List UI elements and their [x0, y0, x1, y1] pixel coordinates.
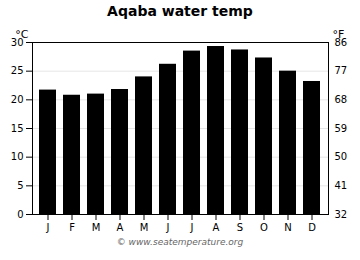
svg-text:D: D	[308, 222, 316, 233]
svg-text:50: 50	[335, 151, 348, 162]
svg-text:0: 0	[17, 209, 23, 220]
svg-text:86: 86	[334, 36, 348, 48]
svg-text:F: F	[69, 222, 75, 233]
svg-text:M: M	[140, 222, 149, 233]
svg-text:°F: °F	[333, 28, 345, 41]
svg-text:30: 30	[10, 36, 24, 48]
svg-text:A: A	[213, 222, 220, 233]
svg-text:O: O	[260, 222, 268, 233]
svg-text:5: 5	[17, 180, 23, 191]
svg-text:25: 25	[11, 65, 24, 76]
svg-text:A: A	[117, 222, 124, 233]
svg-text:J: J	[190, 222, 194, 233]
svg-text:41: 41	[335, 180, 348, 191]
html-text:© www.seatemperature.org: © www.seatemperature.org	[116, 237, 244, 247]
svg-text:J: J	[46, 222, 50, 233]
svg-text:°C: °C	[15, 28, 29, 41]
html-text:Aqaba water temp: Aqaba water temp	[107, 3, 253, 19]
svg-text:32: 32	[335, 209, 348, 220]
svg-text:68: 68	[335, 94, 348, 105]
svg-text:S: S	[237, 222, 243, 233]
svg-text:10: 10	[11, 151, 24, 162]
svg-text:77: 77	[335, 65, 348, 76]
svg-text:20: 20	[11, 94, 24, 105]
svg-text:15: 15	[11, 123, 24, 134]
svg-text:J: J	[166, 222, 170, 233]
svg-text:M: M	[92, 222, 101, 233]
svg-text:N: N	[284, 222, 291, 233]
svg-text:59: 59	[335, 123, 348, 134]
